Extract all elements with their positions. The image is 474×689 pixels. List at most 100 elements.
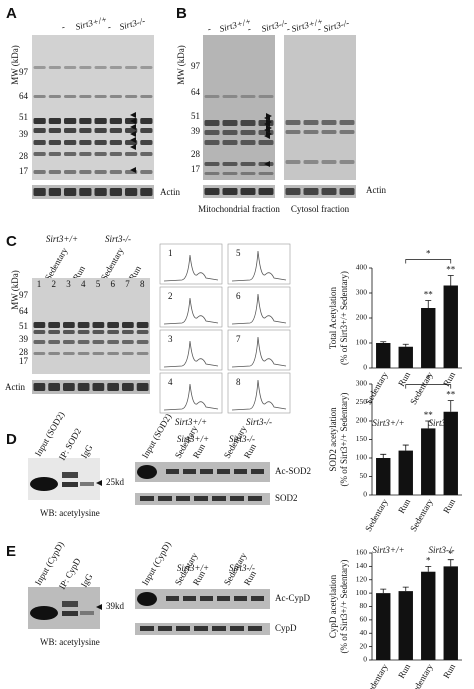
blot-band xyxy=(125,128,138,133)
blot-band xyxy=(339,120,355,125)
label: Ac-CypD xyxy=(275,593,310,603)
blot-band xyxy=(33,170,46,174)
blot-band xyxy=(107,330,119,334)
blot-band xyxy=(321,130,337,134)
group-label: Sirt3-/- xyxy=(429,545,455,555)
blot-band xyxy=(194,496,208,501)
label: 1 xyxy=(37,279,42,289)
blot-band xyxy=(30,477,58,491)
arrowhead xyxy=(96,604,102,610)
label: Actin xyxy=(366,185,386,195)
blot-band xyxy=(62,482,78,487)
bar xyxy=(376,458,391,495)
blot-band xyxy=(92,330,105,334)
panel-label: D xyxy=(6,431,17,448)
blot-band xyxy=(222,162,238,166)
label: Input (SOD2) xyxy=(140,412,174,460)
y-tick-label: 50 xyxy=(360,471,368,480)
label: MW (kDa) xyxy=(10,45,20,85)
blot-band xyxy=(62,611,78,616)
label: Actin xyxy=(5,382,25,392)
blot-band xyxy=(92,340,105,344)
blot xyxy=(284,35,356,180)
blot-band xyxy=(48,140,61,145)
blot-band xyxy=(80,482,94,486)
label: 97 xyxy=(191,61,201,71)
blot-band xyxy=(339,130,355,134)
blot-band xyxy=(64,170,77,174)
label: Cytosol fraction xyxy=(291,204,350,214)
y-tick-label: 400 xyxy=(356,263,368,272)
blot-band xyxy=(30,606,58,620)
blot-band xyxy=(140,66,153,69)
blot-band xyxy=(79,118,92,124)
label: 64 xyxy=(19,91,29,101)
bar xyxy=(443,411,458,495)
blot-band xyxy=(140,152,153,156)
blot-band xyxy=(64,128,77,133)
label: WB: acetylysine xyxy=(40,508,100,518)
blot-band xyxy=(48,118,61,124)
blot-band xyxy=(79,95,92,98)
blot-band xyxy=(194,626,208,631)
y-tick-label: 100 xyxy=(356,338,368,347)
label: 97 xyxy=(19,67,29,77)
y-tick-label: 120 xyxy=(356,574,368,583)
blot-band xyxy=(136,322,149,328)
y-tick-label: 250 xyxy=(356,397,368,406)
trace xyxy=(231,250,287,282)
blot-band xyxy=(217,469,230,474)
arrowhead xyxy=(130,167,136,173)
blot-band xyxy=(158,496,172,501)
label: Sirt3-/- xyxy=(118,16,146,32)
blot-band xyxy=(33,140,46,145)
blot-band xyxy=(107,340,119,344)
trace xyxy=(163,254,219,282)
error-bar xyxy=(425,565,432,572)
arrowhead xyxy=(266,113,272,119)
blot-band xyxy=(94,128,107,133)
trace xyxy=(163,297,219,325)
group-label: Sirt3-/- xyxy=(429,418,455,428)
label: Run xyxy=(396,662,412,680)
blot xyxy=(203,185,275,198)
blot-band xyxy=(176,496,190,501)
label: 25kd xyxy=(106,477,125,487)
trace-box xyxy=(159,329,223,371)
blot-band xyxy=(240,140,256,145)
blot-band xyxy=(222,95,238,98)
blot xyxy=(32,185,154,199)
blot-band xyxy=(122,383,134,391)
label: 3 xyxy=(66,279,71,289)
error-bar xyxy=(402,444,409,451)
blot-band xyxy=(140,626,154,631)
label: 64 xyxy=(19,306,29,316)
blot-band xyxy=(77,330,90,334)
blot-band xyxy=(109,66,122,69)
blot-band xyxy=(33,330,46,334)
blot-band xyxy=(258,95,274,98)
label: Sirt3+/+ xyxy=(175,417,207,427)
label: - xyxy=(60,21,65,31)
bar xyxy=(398,346,413,368)
blot-band xyxy=(48,66,61,69)
label: 1 xyxy=(168,248,173,258)
label: 97 xyxy=(19,290,29,300)
label: MW (kDa) xyxy=(10,270,20,310)
bar xyxy=(376,343,391,368)
label: - xyxy=(285,23,290,33)
bar xyxy=(398,450,413,495)
blot-band xyxy=(122,340,134,344)
label: 2 xyxy=(168,291,173,301)
blot-band xyxy=(80,611,94,615)
blot-band xyxy=(204,162,220,166)
label: Sirt3-/- xyxy=(260,18,288,34)
label: Run xyxy=(242,442,258,460)
arrowhead xyxy=(96,480,102,486)
blot-band xyxy=(33,95,46,98)
blot-band xyxy=(64,118,77,124)
label: 7 xyxy=(125,279,130,289)
arrowhead xyxy=(264,161,270,167)
trace-box xyxy=(227,286,291,328)
blot-band xyxy=(109,118,122,124)
